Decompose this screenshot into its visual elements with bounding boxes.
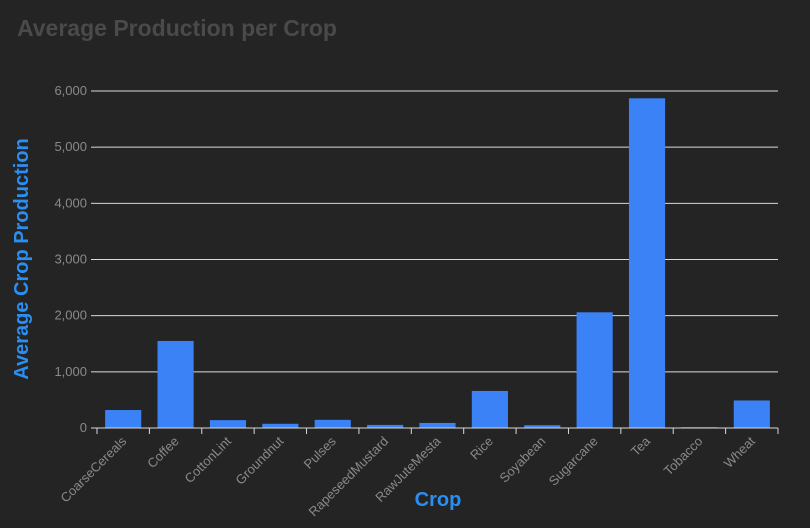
x-tick-label: Soyabean — [496, 434, 548, 486]
axis-layer — [91, 90, 779, 434]
x-tick-label: Sugarcane — [546, 434, 601, 489]
x-tick-label: Pulses — [301, 433, 340, 472]
x-tick-label: Tobacco — [661, 434, 706, 479]
y-tick-label: 6,000 — [54, 83, 87, 98]
x-tick-label: Wheat — [721, 433, 758, 470]
y-tick-label: 3,000 — [54, 252, 87, 267]
bar-cottonlint[interactable] — [209, 420, 247, 428]
x-tick-label: Tea — [628, 433, 654, 459]
x-axis-title: Crop — [415, 489, 462, 511]
bar-groundnut[interactable] — [262, 423, 299, 428]
bar-layer — [105, 98, 770, 428]
bar-pulses[interactable] — [314, 419, 351, 428]
x-tick-label: Rice — [467, 434, 496, 463]
x-tick-label: CottonLint — [182, 433, 235, 486]
bar-rapeseedmustard[interactable] — [367, 424, 404, 428]
y-tick-label: 5,000 — [54, 139, 87, 154]
x-tick-label: Groundnut — [232, 433, 286, 487]
bar-coarsecereals[interactable] — [105, 410, 142, 428]
bar-rawjutemesta[interactable] — [419, 422, 456, 428]
bar-soyabean[interactable] — [524, 425, 561, 428]
bar-coffee[interactable] — [157, 340, 194, 428]
y-tick-label: 0 — [80, 420, 87, 435]
y-axis-title: Average Crop Production — [11, 138, 33, 380]
chart-title: Average Production per Crop — [17, 15, 337, 41]
grid-layer — [97, 90, 778, 373]
bar-rice[interactable] — [471, 390, 508, 428]
x-tick-label: Coffee — [144, 434, 182, 472]
bar-sugarcane[interactable] — [576, 312, 613, 428]
bar-wheat[interactable] — [733, 400, 770, 428]
y-tick-label: 1,000 — [54, 364, 87, 379]
y-tick-label: 4,000 — [54, 195, 87, 210]
y-tick-label: 2,000 — [54, 308, 87, 323]
x-tick-label: CoarseCereals — [57, 433, 129, 505]
bar-tea[interactable] — [628, 98, 666, 428]
